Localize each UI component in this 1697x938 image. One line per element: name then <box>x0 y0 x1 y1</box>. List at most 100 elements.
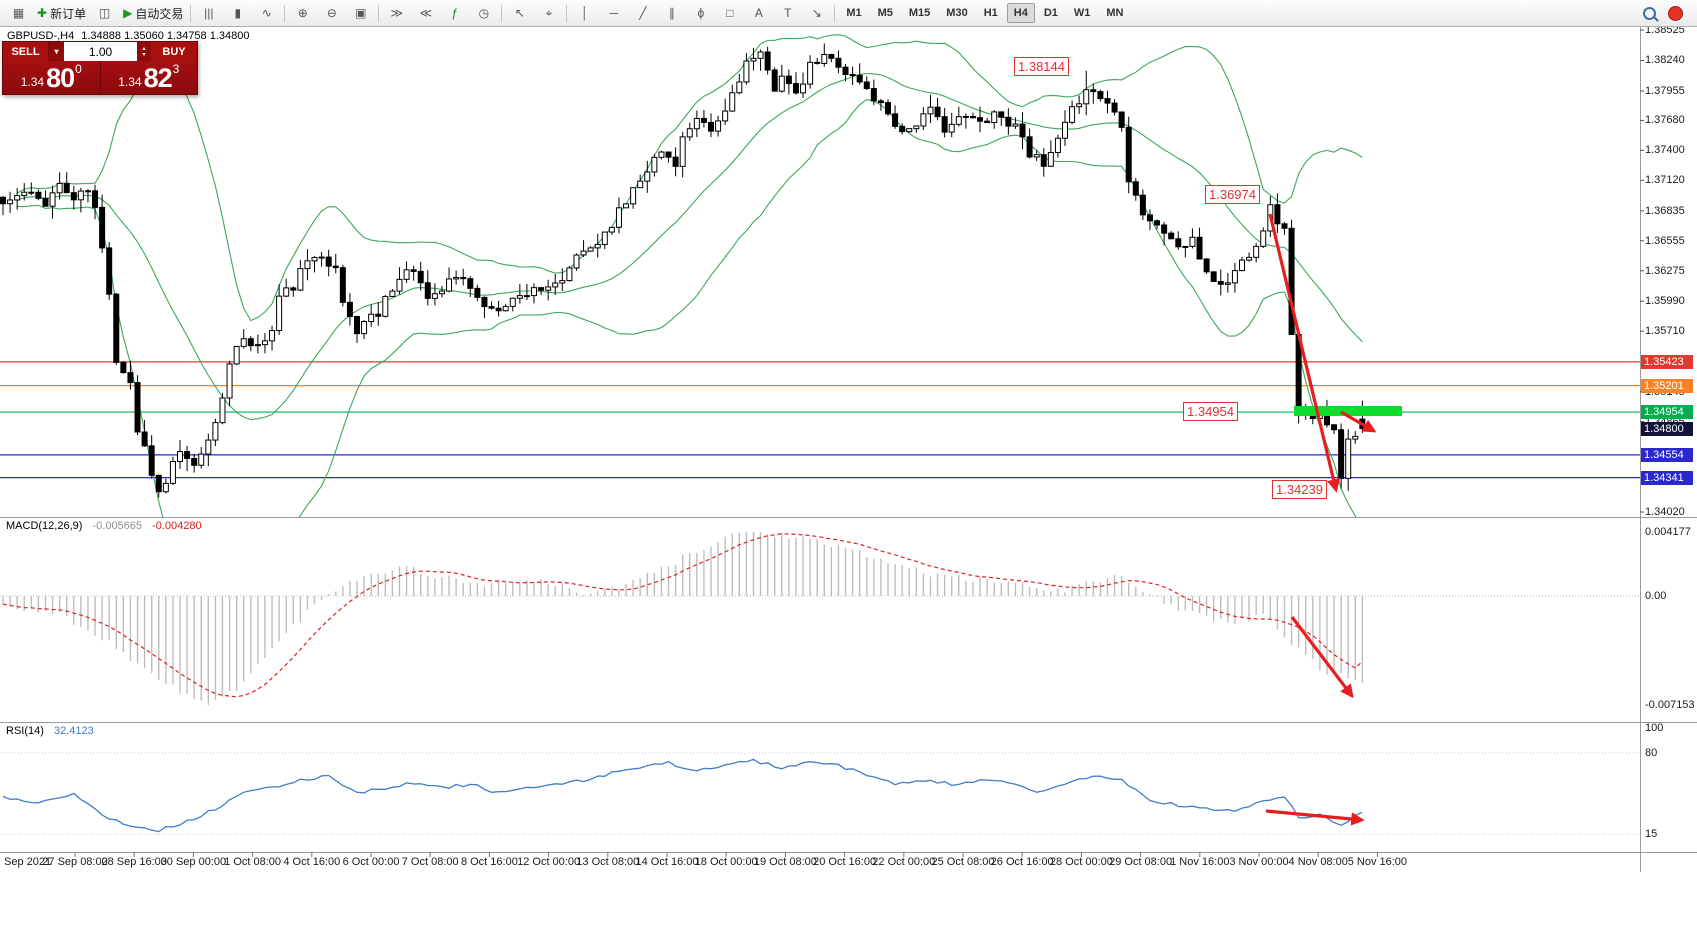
price-line-label: 1.35201 <box>1641 378 1693 393</box>
buy-price-button[interactable]: 1.34 82 3 <box>101 61 198 94</box>
arrow-tool-icon: ↘ <box>811 6 822 20</box>
highlight-band[interactable] <box>1294 406 1402 416</box>
new-order-button: ✚ <box>37 6 48 20</box>
chart-window-icon[interactable]: ◫ <box>90 2 119 25</box>
timeframe-h1[interactable]: H1 <box>983 7 998 19</box>
indicators-icon: ƒ <box>451 6 459 20</box>
time-axis-label: 4 Nov 08:00 <box>1288 856 1348 868</box>
rsi-indicator-label: RSI(14) 32.4123 <box>6 725 94 737</box>
time-axis-label: 5 Nov 16:00 <box>1347 856 1408 868</box>
crosshair-icon[interactable]: ⌖ <box>534 2 563 25</box>
trendline-icon: ╱ <box>639 6 647 20</box>
new-order-button-label: 新订单 <box>50 6 87 21</box>
timeframe-m5[interactable]: M5 <box>877 7 893 19</box>
timeframe-mn[interactable]: MN <box>1106 7 1124 19</box>
price-annotation[interactable]: 1.36974 <box>1205 185 1260 204</box>
fibonacci-icon: ϕ <box>697 6 705 20</box>
channel-icon[interactable]: ∥ <box>657 2 686 25</box>
horizontal-line-icon[interactable]: ─ <box>599 2 628 25</box>
current-price-label: 1.34800 <box>1641 421 1693 436</box>
notification-badge-icon[interactable] <box>1668 5 1683 21</box>
bar-chart-icon[interactable]: ||| <box>194 2 223 25</box>
stepper-up-icon[interactable]: ▴ <box>142 45 146 52</box>
time-axis-label: 20 Oct 16:00 <box>813 856 877 868</box>
arrow-tool-icon[interactable]: ↘ <box>802 2 831 25</box>
rsi-line <box>2 758 1363 833</box>
price-annotation[interactable]: 1.34954 <box>1183 402 1238 421</box>
pane-separators <box>0 27 1697 872</box>
time-axis-label: 30 Sep 00:00 <box>160 856 227 868</box>
time-axis-label: 7 Oct 08:00 <box>401 856 459 868</box>
zoom-out-icon[interactable]: ⊖ <box>317 2 346 25</box>
sell-dropdown-icon[interactable]: ▾ <box>48 42 64 61</box>
chart-shift-icon: ≪ <box>419 6 433 20</box>
buy-price-prefix: 1.34 <box>118 75 142 89</box>
tile-windows-icon[interactable]: ▣ <box>346 2 375 25</box>
auto-trading-button[interactable]: ▶ 自动交易 <box>119 2 187 25</box>
zoom-in-icon[interactable]: ⊕ <box>288 2 317 25</box>
trend-arrows[interactable] <box>1265 213 1377 826</box>
cursor-icon: ↖ <box>514 6 525 20</box>
trendline-icon[interactable]: ╱ <box>628 2 657 25</box>
time-axis-label: 4 Oct 16:00 <box>283 856 341 868</box>
price-line-label: 1.34554 <box>1641 447 1693 462</box>
ohlc-values: 1.34888 1.35060 1.34758 1.34800 <box>81 30 250 42</box>
bar-chart-icon: ||| <box>204 6 214 20</box>
timeframe-h4[interactable]: H4 <box>1006 3 1035 23</box>
text-icon[interactable]: A <box>744 2 773 25</box>
timeframe-m30[interactable]: M30 <box>946 7 968 19</box>
volume-stepper[interactable]: ▴ ▾ <box>137 42 151 61</box>
macd-axis-label: 0.00 <box>1645 590 1667 602</box>
price-tick: 1.38525 <box>1645 24 1685 36</box>
timeframe-w1[interactable]: W1 <box>1073 7 1091 19</box>
timeframe-m1[interactable]: M1 <box>846 7 862 19</box>
horizontal-lines[interactable] <box>0 361 1640 479</box>
time-axis-label: 8 Oct 16:00 <box>460 856 518 868</box>
time-axis-label: 12 Oct 00:00 <box>517 856 581 868</box>
sell-price-button[interactable]: 1.34 80 0 <box>3 61 101 94</box>
price-line-label: 1.34954 <box>1641 405 1693 420</box>
shapes-icon[interactable]: □ <box>715 2 744 25</box>
indicators-icon[interactable]: ƒ <box>440 2 469 25</box>
timeframe-m15[interactable]: M15 <box>908 7 931 19</box>
sell-button[interactable]: SELL <box>3 42 48 61</box>
trade-panel-top-row: SELL ▾ ▴ ▾ BUY <box>3 42 197 61</box>
timeframe-d1[interactable]: D1 <box>1043 7 1058 19</box>
line-chart-icon[interactable]: ∿ <box>252 2 281 25</box>
trade-panel-price-row: 1.34 80 0 1.34 82 3 <box>3 61 197 94</box>
volume-input[interactable] <box>64 42 137 61</box>
vertical-line-icon[interactable]: │ <box>570 2 599 25</box>
period-icon[interactable]: ◷ <box>469 2 498 25</box>
time-axis-label: 1 Nov 16:00 <box>1170 856 1230 868</box>
charts-grid-icon: ▦ <box>12 6 25 20</box>
price-tick: 1.37680 <box>1645 114 1685 127</box>
search-icon[interactable] <box>1643 6 1656 20</box>
time-axis-label: 13 Oct 08:00 <box>576 856 640 868</box>
macd-main-value: -0.005665 <box>92 520 143 532</box>
stepper-down-icon[interactable]: ▾ <box>142 51 146 58</box>
price-tick: 1.35710 <box>1645 325 1685 338</box>
zoom-in-icon: ⊕ <box>297 6 308 20</box>
buy-button[interactable]: BUY <box>151 42 197 61</box>
rsi-axis-label: 80 <box>1645 746 1658 759</box>
price-annotation[interactable]: 1.34239 <box>1272 480 1327 499</box>
sell-price-prefix: 1.34 <box>20 75 45 89</box>
charts-grid-icon[interactable]: ▦ <box>4 2 33 25</box>
new-order-button[interactable]: ✚ 新订单 <box>33 2 90 25</box>
price-tick: 1.38240 <box>1645 54 1685 67</box>
auto-scroll-icon[interactable]: ≫ <box>382 2 411 25</box>
fibonacci-icon[interactable]: ϕ <box>686 2 715 25</box>
text-icon: A <box>754 6 763 20</box>
time-axis-label: 19 Oct 08:00 <box>753 856 817 868</box>
time-axis-label: 1 Oct 08:00 <box>224 856 282 868</box>
time-axis-label: 27 Sep 08:00 <box>42 856 108 868</box>
cursor-icon[interactable]: ↖ <box>505 2 534 25</box>
symbol-title: GBPUSD-,H4 <box>7 30 75 42</box>
chart-shift-icon[interactable]: ≪ <box>411 2 440 25</box>
time-axis-label: Sep 2021 <box>4 856 52 868</box>
candlestick-chart-icon[interactable]: ▮ <box>223 2 252 25</box>
label-icon[interactable]: T <box>773 2 802 25</box>
price-annotation[interactable]: 1.38144 <box>1014 57 1069 76</box>
